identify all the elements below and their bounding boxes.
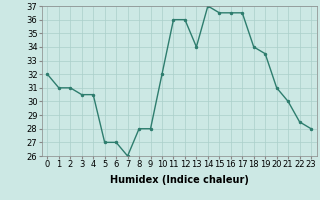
X-axis label: Humidex (Indice chaleur): Humidex (Indice chaleur) — [110, 175, 249, 185]
